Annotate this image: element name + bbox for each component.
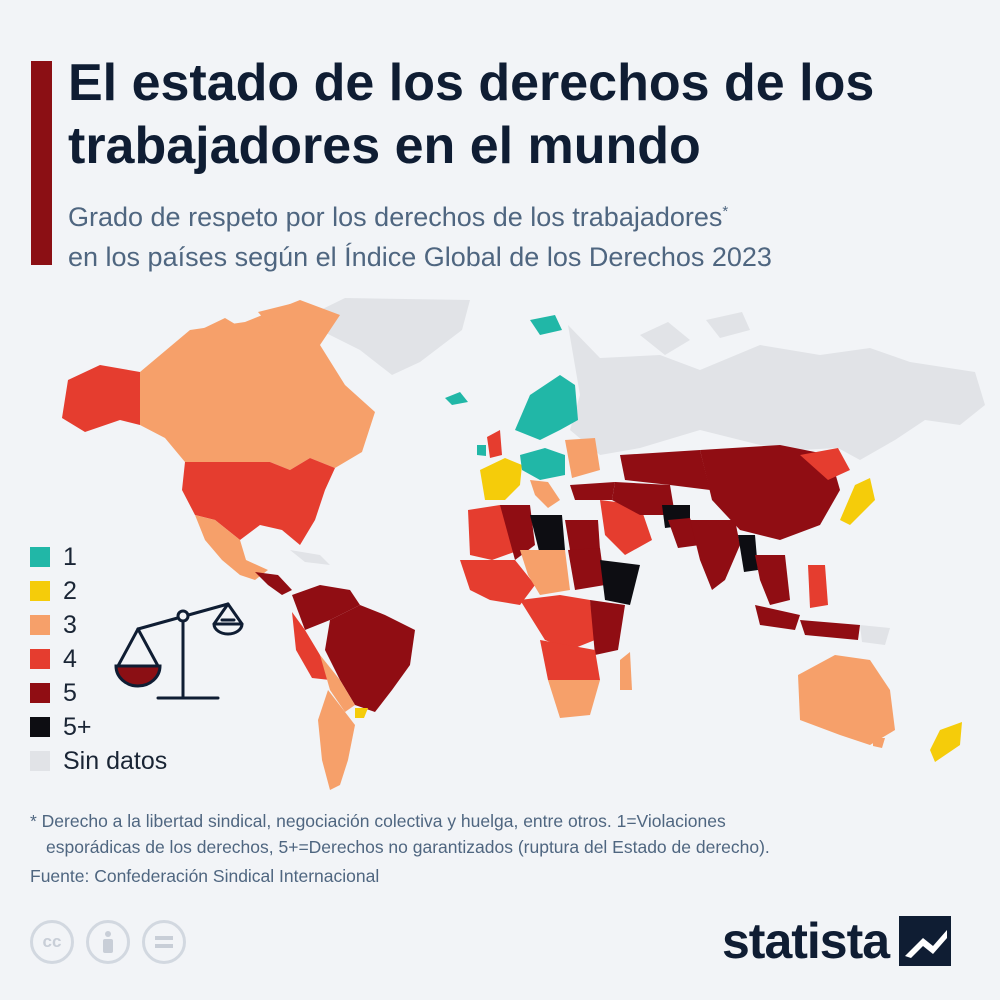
argentina-chile (318, 690, 355, 790)
australia (798, 655, 895, 745)
bolivia-paraguay (320, 655, 355, 712)
subtitle: Grado de respeto por los derechos de los… (68, 192, 978, 277)
italy-balkans (530, 480, 560, 508)
brazil (325, 605, 415, 712)
legend-label: 5+ (63, 712, 92, 741)
subtitle-line2: en los países según el Índice Global de … (68, 242, 772, 272)
legend-swatch-4 (30, 649, 50, 669)
license-icons: cc (30, 920, 186, 964)
east-africa (590, 600, 625, 655)
indonesia-east (800, 620, 860, 640)
southern-africa (548, 680, 600, 718)
mongolia-korea (800, 448, 850, 480)
statista-logo[interactable]: statista (722, 912, 952, 970)
subtitle-line1: Grado de respeto por los derechos de los… (68, 202, 723, 232)
legend-item: Sin datos (30, 744, 167, 778)
southeast-asia-mainland (755, 555, 790, 605)
legend-label: 5 (63, 678, 77, 707)
scales-of-justice-icon (114, 602, 244, 700)
greenland (300, 298, 470, 375)
papua (860, 625, 890, 645)
libya (530, 515, 565, 555)
tasmania (873, 738, 885, 748)
sudan (568, 548, 605, 590)
central-europe (520, 448, 565, 480)
statista-mark-icon (899, 916, 952, 966)
legend-label: 3 (63, 610, 77, 639)
japan (840, 478, 875, 525)
legend-item: 5 (30, 676, 167, 710)
legend-item: 3 (30, 608, 167, 642)
central-sahel (520, 550, 570, 595)
arctic-islands (640, 312, 750, 355)
legend-label: 1 (63, 542, 77, 571)
turkey (570, 482, 615, 500)
usa (182, 458, 335, 545)
iceland (445, 392, 468, 405)
algeria (500, 505, 535, 560)
legend-swatch-3 (30, 615, 50, 635)
russia (568, 325, 985, 460)
canada-islands (200, 304, 298, 345)
accent-bar (31, 61, 52, 265)
legend-item: 5+ (30, 710, 167, 744)
horn-of-africa (600, 560, 640, 605)
legend-swatch-5plus (30, 717, 50, 737)
legend-swatch-no-data (30, 751, 50, 771)
legend: 1 2 3 4 5 5+ Sin datos (30, 540, 167, 778)
source: Fuente: Confederación Sindical Internaci… (30, 866, 380, 886)
attribution-icon[interactable] (86, 920, 130, 964)
world-map (62, 298, 985, 790)
legend-item: 2 (30, 574, 167, 608)
legend-label: Sin datos (63, 746, 168, 775)
footnote: * Derecho a la libertad sindical, negoci… (30, 808, 970, 860)
svalbard (530, 315, 562, 335)
new-zealand (930, 722, 962, 762)
cc-icon[interactable]: cc (30, 920, 74, 964)
legend-label: 2 (63, 576, 77, 605)
west-africa (460, 560, 535, 605)
caribbean (290, 550, 330, 565)
peru-ecuador (292, 612, 330, 680)
india (690, 520, 740, 590)
philippines (808, 565, 828, 608)
egypt (565, 520, 600, 550)
france-spain (480, 458, 522, 500)
no-derivatives-icon[interactable] (142, 920, 186, 964)
footnote-line1: * Derecho a la libertad sindical, negoci… (30, 811, 726, 831)
brand-name: statista (722, 913, 890, 969)
madagascar (620, 652, 632, 690)
uruguay (355, 708, 368, 718)
scandinavia (515, 375, 578, 440)
ireland (477, 445, 486, 456)
legend-swatch-2 (30, 581, 50, 601)
legend-swatch-1 (30, 547, 50, 567)
central-america (255, 572, 292, 595)
indonesia-west (755, 605, 800, 630)
alaska (62, 365, 140, 432)
iran-iraq (612, 482, 675, 515)
canada (140, 300, 375, 470)
legend-label: 4 (63, 644, 77, 673)
myanmar (738, 535, 758, 572)
china (700, 445, 840, 540)
subtitle-footnote-mark: * (722, 203, 729, 220)
legend-swatch-5 (30, 683, 50, 703)
page-title: El estado de los derechos de los trabaja… (68, 54, 875, 175)
southern-africa-north (540, 640, 600, 690)
colombia-venezuela (292, 585, 360, 630)
central-africa (520, 595, 595, 650)
legend-item: 1 (30, 540, 167, 574)
eastern-europe (565, 438, 600, 478)
footnote-line2: esporádicas de los derechos, 5+=Derechos… (46, 837, 770, 857)
mexico (195, 515, 268, 580)
legend-item: 4 (30, 642, 167, 676)
central-asia (620, 450, 710, 490)
uk (487, 430, 502, 458)
